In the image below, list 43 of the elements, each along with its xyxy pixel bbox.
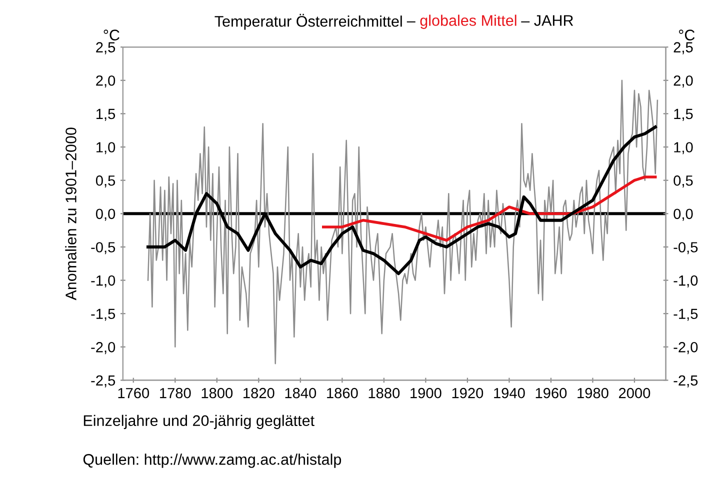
x-tick-label: 1920: [452, 388, 484, 398]
y2-tick-label: 0,0: [674, 208, 693, 221]
y-tick-label: 0,0: [96, 208, 116, 221]
x-tick-label: 1940: [494, 388, 525, 398]
y-tick-label: 0,5: [96, 175, 116, 188]
y-axis-title: Anomalien zu 1901–2000: [65, 128, 76, 300]
x-tick-label: 1820: [244, 388, 274, 398]
x-tick-label: 1840: [285, 388, 316, 398]
y2-tick-label: -1,0: [674, 275, 698, 288]
x-tick-label: 1980: [578, 388, 608, 398]
x-tick-label: 1800: [202, 388, 233, 398]
y2-tick-label: 2,0: [674, 75, 693, 88]
y-tick-label: -1,0: [91, 275, 116, 288]
y2-tick-label: -1,5: [674, 308, 698, 321]
y2-tick-label: 2,5: [674, 42, 693, 54]
x-tick-label: 1900: [410, 388, 442, 398]
y-tick-label: -2,5: [91, 375, 116, 388]
text: °C: [678, 30, 695, 40]
y2-tick-label: 1,5: [674, 108, 693, 121]
x-tick-label: 1860: [327, 388, 358, 398]
y-tick-label: -1,5: [91, 308, 116, 321]
y-tick-label: -2,0: [91, 342, 116, 354]
y-tick-label: 2,5: [96, 42, 116, 54]
chart-title: Temperatur Österreichmittel – globales Mittel – JAHR: [214, 14, 574, 30]
source-note: Quellen: http://www.zamg.ac.at/histalp: [83, 454, 342, 468]
text: °C: [104, 30, 120, 40]
y2-tick-label: -2,5: [674, 375, 698, 388]
x-tick-label: 2000: [618, 388, 650, 398]
y2-tick-label: -2,0: [674, 342, 698, 354]
line-series: [322, 176, 657, 242]
line-series: [147, 80, 658, 364]
y2-tick-label: 1,0: [674, 142, 693, 154]
x-tick-label: 1960: [536, 388, 567, 398]
y2-tick-label: -0,5: [674, 242, 698, 254]
text: Einzeljahre und 20-jährig geglättet: [84, 414, 314, 430]
y-tick-label: -0,5: [91, 242, 116, 254]
y-tick-label: 2,0: [96, 75, 116, 88]
y-tick-label: 1,0: [96, 142, 116, 154]
x-tick-label: 1760: [118, 388, 150, 398]
y-tick-label: 1,5: [96, 108, 116, 121]
y2-tick-label: 0,5: [674, 175, 693, 188]
x-tick-label: 1880: [368, 388, 400, 398]
x-tick-label: 1780: [160, 388, 191, 398]
